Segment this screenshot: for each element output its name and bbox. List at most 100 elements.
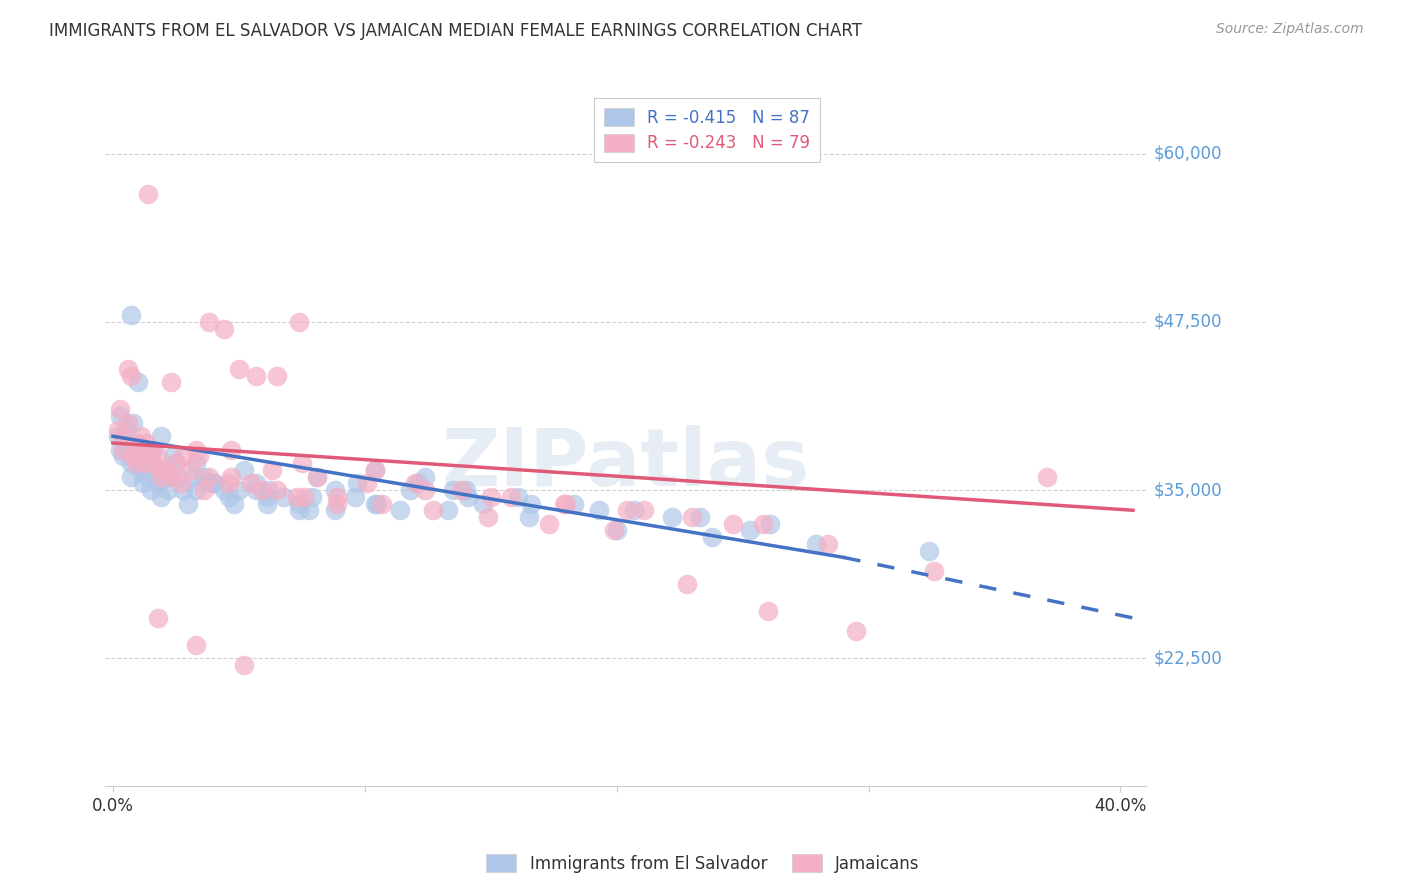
Point <box>193 469 215 483</box>
Point <box>323 483 346 497</box>
Point <box>167 469 190 483</box>
Point <box>132 442 155 457</box>
Point <box>477 510 499 524</box>
Point <box>157 469 180 483</box>
Point <box>256 497 278 511</box>
Point <box>120 456 142 470</box>
Point <box>285 490 308 504</box>
Point <box>266 483 288 497</box>
Point <box>266 368 288 383</box>
Point <box>148 476 170 491</box>
Point <box>371 497 394 511</box>
Point <box>603 524 626 538</box>
Point <box>122 416 145 430</box>
Point <box>197 476 219 491</box>
Point <box>120 469 142 483</box>
Point <box>256 490 278 504</box>
Point <box>245 483 267 497</box>
Point <box>364 463 387 477</box>
Point <box>413 469 436 483</box>
Point <box>152 463 174 477</box>
Point <box>124 436 146 450</box>
Point <box>149 469 172 483</box>
Point <box>1036 469 1059 483</box>
Point <box>441 483 464 497</box>
Point <box>257 483 280 497</box>
Point <box>135 456 157 470</box>
Point <box>107 429 129 443</box>
Point <box>245 368 267 383</box>
Point <box>184 442 207 457</box>
Point <box>845 624 868 639</box>
Point <box>127 456 149 470</box>
Legend: R = -0.415   N = 87, R = -0.243   N = 79: R = -0.415 N = 87, R = -0.243 N = 79 <box>593 98 820 162</box>
Point <box>759 516 782 531</box>
Point <box>132 476 155 491</box>
Point <box>399 483 422 497</box>
Point <box>135 456 157 470</box>
Point <box>142 442 165 457</box>
Point <box>817 537 839 551</box>
Point <box>305 469 328 483</box>
Point <box>110 402 132 417</box>
Point <box>752 516 775 531</box>
Point <box>120 308 142 322</box>
Point <box>122 450 145 464</box>
Point <box>661 510 683 524</box>
Point <box>472 497 495 511</box>
Point <box>136 442 159 457</box>
Point <box>114 423 136 437</box>
Point <box>422 503 444 517</box>
Point <box>221 442 243 457</box>
Point <box>180 463 202 477</box>
Point <box>292 490 315 504</box>
Point <box>136 469 159 483</box>
Point <box>135 436 157 450</box>
Point <box>616 503 638 517</box>
Point <box>232 463 254 477</box>
Point <box>162 469 184 483</box>
Point <box>804 537 827 551</box>
Point <box>288 503 311 517</box>
Point <box>240 476 263 491</box>
Point <box>162 450 184 464</box>
Point <box>228 362 250 376</box>
Point <box>389 503 412 517</box>
Point <box>364 497 387 511</box>
Point <box>499 490 522 504</box>
Point <box>228 483 250 497</box>
Point <box>343 490 366 504</box>
Point <box>172 450 194 464</box>
Point <box>298 503 321 517</box>
Point <box>740 524 762 538</box>
Point <box>301 490 323 504</box>
Point <box>202 476 225 491</box>
Point <box>129 463 152 477</box>
Point <box>450 483 472 497</box>
Point <box>187 450 209 464</box>
Point <box>157 483 180 497</box>
Point <box>142 456 165 470</box>
Point <box>245 476 267 491</box>
Point <box>197 315 219 329</box>
Point <box>689 510 711 524</box>
Point <box>273 490 295 504</box>
Point <box>193 483 215 497</box>
Point <box>288 315 311 329</box>
Point <box>165 456 187 470</box>
Point <box>170 476 193 491</box>
Point <box>152 469 174 483</box>
Point <box>111 429 134 443</box>
Point <box>437 503 460 517</box>
Point <box>676 577 699 591</box>
Point <box>250 483 273 497</box>
Point <box>136 187 159 202</box>
Point <box>110 409 132 423</box>
Text: $22,500: $22,500 <box>1153 649 1222 667</box>
Point <box>107 423 129 437</box>
Point <box>356 476 378 491</box>
Point <box>197 469 219 483</box>
Point <box>520 497 543 511</box>
Point <box>413 483 436 497</box>
Point <box>149 429 172 443</box>
